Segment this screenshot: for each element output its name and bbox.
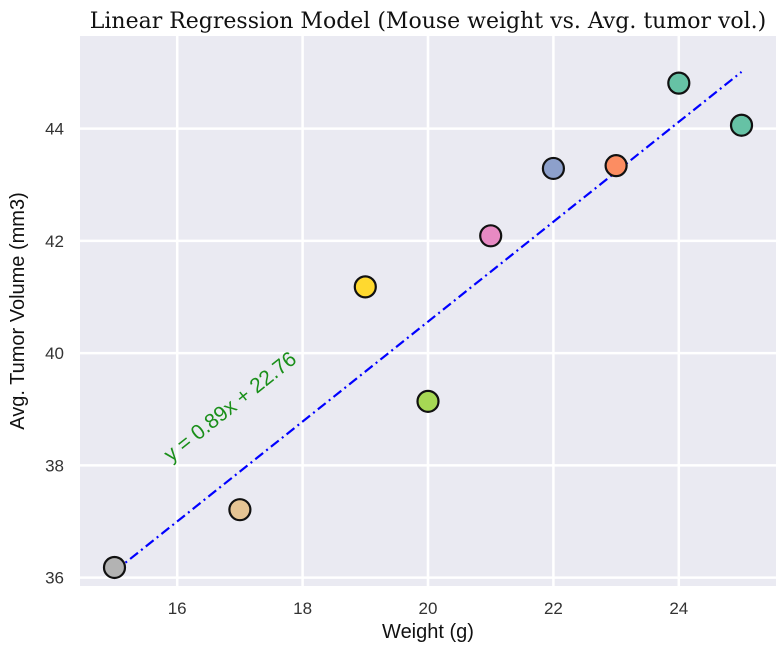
data-point xyxy=(604,154,628,178)
data-point xyxy=(102,555,127,580)
chart-title: Linear Regression Model (Mouse weight vs… xyxy=(90,9,767,34)
data-point xyxy=(353,275,377,299)
y-tick-label: 42 xyxy=(45,232,64,251)
y-tick-label: 38 xyxy=(45,456,64,475)
x-tick-labels: 16 18 20 22 24 xyxy=(168,599,689,618)
data-point xyxy=(416,389,440,413)
y-tick-label: 40 xyxy=(45,344,64,363)
x-tick-label: 18 xyxy=(293,599,312,618)
x-tick-label: 24 xyxy=(669,599,688,618)
x-axis-label: Weight (g) xyxy=(382,621,474,643)
x-tick-label: 22 xyxy=(544,599,563,618)
data-point xyxy=(479,224,503,248)
x-tick-label: 16 xyxy=(168,599,187,618)
data-points xyxy=(102,71,754,580)
x-tick-label: 20 xyxy=(419,599,438,618)
data-point xyxy=(729,113,754,137)
data-point xyxy=(228,498,252,522)
grid-lines xyxy=(80,36,776,586)
y-axis-label: Avg. Tumor Volume (mm3) xyxy=(7,192,29,429)
y-tick-label: 44 xyxy=(45,120,64,139)
regression-line xyxy=(113,71,743,573)
regression-line-group xyxy=(113,71,743,573)
data-point xyxy=(541,156,566,181)
y-tick-label: 36 xyxy=(45,569,64,588)
y-tick-labels: 36 38 40 42 44 xyxy=(45,120,64,588)
data-point xyxy=(667,71,691,95)
